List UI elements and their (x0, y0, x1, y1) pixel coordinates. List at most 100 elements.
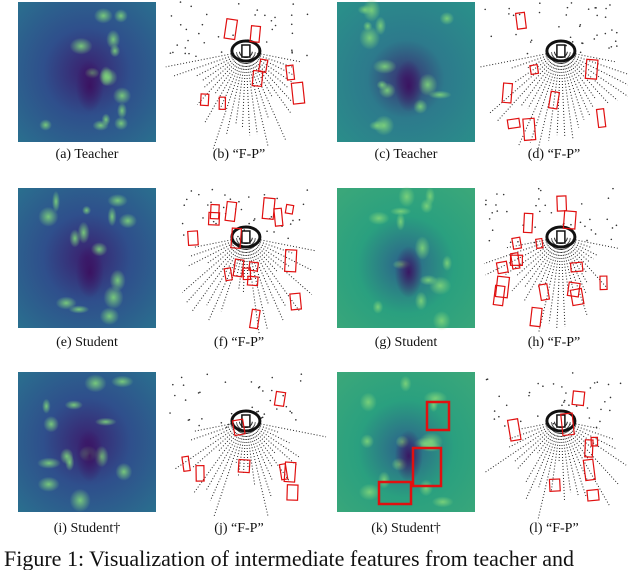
box (284, 203, 295, 215)
lidar-point (605, 7, 607, 10)
lidar-ray (514, 50, 562, 83)
lidar-ray (508, 420, 562, 448)
lidar-ray (560, 236, 566, 327)
heat-core (75, 246, 104, 298)
box (218, 96, 227, 110)
lidar-point (251, 406, 254, 409)
lidar-ray (560, 420, 593, 449)
lidar-point (491, 229, 494, 232)
lidar-point (498, 395, 500, 398)
lidar-ray (560, 50, 574, 141)
lidar-ray (191, 236, 247, 312)
lidar-point (270, 216, 273, 218)
lidar-ray (560, 50, 580, 128)
box (586, 488, 600, 502)
lidar-point (495, 204, 497, 206)
figure-caption: Figure 1: Visualization of intermediate … (4, 546, 574, 570)
lidar-point (237, 3, 240, 5)
lidar-point (537, 415, 539, 417)
lidar-ray (560, 420, 627, 466)
heat-core (394, 60, 423, 112)
lidar-point (606, 218, 609, 221)
heat-spot (38, 206, 59, 227)
lidar-point (571, 372, 574, 374)
panel (18, 188, 156, 328)
lidar-point (220, 421, 223, 424)
lidar-point (586, 407, 589, 409)
lidar-point (488, 239, 491, 242)
heat-spot (442, 255, 453, 272)
lidar-point (586, 239, 588, 242)
lidar-point (201, 23, 204, 26)
lidar-point (596, 14, 598, 17)
lidar-point (528, 394, 530, 397)
lidar-point (179, 1, 182, 3)
lidar-point (306, 189, 309, 191)
lidar-point (290, 412, 293, 414)
ego-car (241, 414, 251, 428)
lidar-ray (556, 236, 562, 330)
lidar-point (515, 33, 517, 36)
lidar-point (199, 391, 201, 394)
lidar-point (202, 217, 204, 219)
lidar-point (290, 23, 293, 26)
lidar-point (212, 220, 215, 223)
panel (337, 0, 475, 142)
lidar-point (528, 391, 531, 394)
lidar-point (485, 378, 488, 381)
box (584, 58, 599, 80)
lidar-point (579, 221, 582, 224)
lidar-point (570, 2, 573, 4)
lidar-ray (560, 236, 598, 256)
lidar-ray (560, 236, 588, 317)
lidar-point (220, 51, 223, 53)
lidar-point (566, 6, 569, 9)
heat-spot (359, 392, 377, 412)
lidar-point (291, 52, 293, 54)
lidar-ray (245, 420, 298, 466)
lidar-point (488, 218, 491, 220)
box (548, 478, 561, 492)
lidar-point (266, 230, 268, 233)
lidar-point (188, 418, 191, 421)
lidar-point (176, 44, 179, 46)
lidar-ray (241, 50, 247, 128)
lidar-ray (529, 50, 562, 143)
heat-spot (373, 115, 395, 136)
box (232, 258, 245, 278)
box (273, 390, 287, 408)
ego-ring (230, 39, 262, 63)
heat-spot (64, 400, 83, 410)
lidar-ray (219, 50, 247, 111)
lidar-ray (560, 236, 607, 288)
lidar-point (496, 193, 498, 195)
lidar-point (569, 423, 571, 426)
box (237, 458, 251, 474)
lidar-ray (245, 236, 300, 311)
heat-spot (115, 462, 133, 481)
lidar-ray (245, 50, 301, 63)
lidar-ray (560, 420, 620, 486)
box (223, 18, 239, 41)
lidar-ray (201, 50, 247, 82)
lidar-point (563, 399, 566, 402)
lidar-point (197, 392, 200, 394)
box (273, 207, 284, 227)
lidar-point (552, 422, 555, 425)
panel (480, 2, 628, 149)
lidar-point (248, 222, 250, 225)
lidar-ray (212, 50, 247, 149)
lidar-point (289, 223, 292, 225)
lidar-point (595, 426, 598, 429)
lidar-ray (195, 50, 247, 77)
lidar-point (508, 7, 510, 10)
lidar-point (518, 13, 521, 16)
lidar-point (274, 16, 276, 19)
lidar-point (610, 46, 613, 48)
box (506, 418, 522, 442)
lidar-point (291, 49, 293, 52)
box (514, 11, 527, 30)
lidar-point (170, 15, 173, 17)
lidar-point (215, 222, 217, 225)
lidar-point (264, 14, 266, 17)
